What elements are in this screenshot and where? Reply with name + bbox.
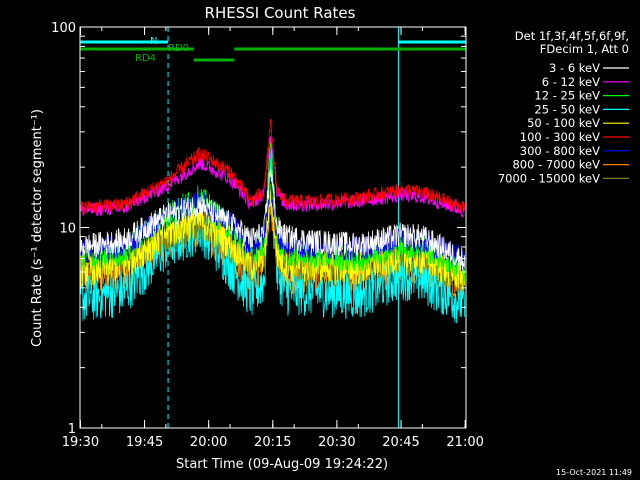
y-tick-label-2: 100 xyxy=(51,21,76,36)
chart-title: RHESSI Count Rates xyxy=(205,4,356,22)
series-line-6 xyxy=(80,169,466,271)
plot-area: N RD0 RD4 xyxy=(79,27,467,428)
legend-entry-label-5: 100 - 300 keV xyxy=(520,130,600,144)
mode-label-n: N xyxy=(150,36,157,47)
y-axis: 1 10 100 xyxy=(51,21,466,437)
x-tick-label-3: 20:15 xyxy=(254,435,291,450)
y-tick-label-1: 10 xyxy=(59,222,76,237)
x-tick-label-5: 20:45 xyxy=(382,435,419,450)
x-tick-label-4: 20:30 xyxy=(318,435,355,450)
legend-header-detectors: Det 1f,3f,4f,5f,6f,9f, xyxy=(515,29,629,43)
x-tick-label-0: 19:30 xyxy=(62,435,99,450)
series-line-7 xyxy=(80,135,466,218)
x-tick-label-2: 20:00 xyxy=(190,435,227,450)
legend-header-decimation: FDecim 1, Att 0 xyxy=(540,42,629,56)
x-tick-label-6: 21:00 xyxy=(446,435,483,450)
legend-entry-label-1: 6 - 12 keV xyxy=(542,75,600,89)
timestamp-footer: 15-Oct-2021 11:49 xyxy=(556,468,632,477)
legend-entry-label-6: 300 - 800 keV xyxy=(520,144,600,158)
series-line-8 xyxy=(80,119,466,215)
legend-entry-label-2: 12 - 25 keV xyxy=(534,89,600,103)
legend-entry-label-7: 800 - 7000 keV xyxy=(512,158,600,172)
legend-entry-label-4: 50 - 100 keV xyxy=(527,116,600,130)
mode-label-rd4: RD4 xyxy=(135,53,156,64)
y-axis-label: Count Rate (s⁻¹ detector segment⁻¹) xyxy=(30,109,45,347)
mode-label-rd0: RD0 xyxy=(168,43,189,54)
y-tick-label-0: 1 xyxy=(68,422,76,437)
legend-entry-label-8: 7000 - 15000 keV xyxy=(498,171,600,185)
legend-entry-label-0: 3 - 6 keV xyxy=(549,61,600,75)
x-axis: 19:30 19:45 20:00 20:15 20:30 20:45 21:00 xyxy=(62,27,484,450)
x-axis-label: Start Time (09-Aug-09 19:24:22) xyxy=(176,457,388,472)
legend: Det 1f,3f,4f,5f,6f,9f, FDecim 1, Att 0 3… xyxy=(498,29,629,185)
legend-entry-label-3: 25 - 50 keV xyxy=(534,102,600,116)
x-tick-label-1: 19:45 xyxy=(126,435,163,450)
